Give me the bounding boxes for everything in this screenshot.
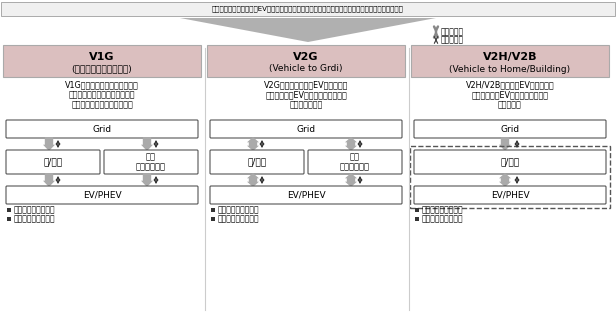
Text: V1Gはグリッドの安定性および: V1Gはグリッドの安定性および xyxy=(65,80,139,90)
Polygon shape xyxy=(141,137,153,151)
Text: 家/ビル: 家/ビル xyxy=(500,158,519,166)
FancyBboxPatch shape xyxy=(3,45,201,77)
Text: (Vehicle to Home/Building): (Vehicle to Home/Building) xyxy=(450,64,570,74)
Text: 充電
ステーション: 充電 ステーション xyxy=(136,152,166,172)
Polygon shape xyxy=(345,173,357,187)
Bar xyxy=(7,217,11,221)
Bar xyxy=(211,217,215,221)
Text: EV/PHEV: EV/PHEV xyxy=(286,191,325,199)
Text: 電気の流れ: 電気の流れ xyxy=(441,27,464,37)
Bar xyxy=(415,217,419,221)
Polygon shape xyxy=(345,137,357,151)
Text: 家/ビル: 家/ビル xyxy=(248,158,267,166)
Polygon shape xyxy=(499,137,511,151)
Polygon shape xyxy=(499,173,511,187)
Text: V2G: V2G xyxy=(293,52,318,62)
Text: 電気の流れ：双方向: 電気の流れ：双方向 xyxy=(422,205,464,215)
FancyBboxPatch shape xyxy=(6,186,198,204)
Text: だけでなく、EVからグリッドに放電: だけでなく、EVからグリッドに放電 xyxy=(265,91,347,99)
Text: の時間、価格、場所を最適化: の時間、価格、場所を最適化 xyxy=(71,100,133,110)
FancyBboxPatch shape xyxy=(1,2,615,16)
FancyBboxPatch shape xyxy=(414,186,606,204)
FancyBboxPatch shape xyxy=(414,150,606,174)
Text: 充電
ステーション: 充電 ステーション xyxy=(340,152,370,172)
FancyBboxPatch shape xyxy=(414,120,606,138)
FancyBboxPatch shape xyxy=(308,150,402,174)
Text: Grid: Grid xyxy=(296,125,315,133)
FancyBboxPatch shape xyxy=(210,120,402,138)
Text: の構築に注力。特には、EVをスマートグリッドの「社会的価値」を高めるために活用する策も検討: の構築に注力。特には、EVをスマートグリッドの「社会的価値」を高めるために活用す… xyxy=(212,6,404,12)
Polygon shape xyxy=(141,173,153,187)
Text: V2H/V2Bは家からEVに充電する: V2H/V2Bは家からEVに充電する xyxy=(466,80,554,90)
Bar xyxy=(415,208,419,212)
Text: EV/PHEV: EV/PHEV xyxy=(83,191,121,199)
Text: V2H/V2B: V2H/V2B xyxy=(483,52,537,62)
Text: (Vehicle to Grdi): (Vehicle to Grdi) xyxy=(269,64,342,74)
Text: V2GはグリッドからEVに充電する: V2GはグリッドからEVに充電する xyxy=(264,80,348,90)
Text: 電気の流れ：双方向: 電気の流れ：双方向 xyxy=(218,205,259,215)
Text: 情報の流れ：双方向: 情報の流れ：双方向 xyxy=(218,215,259,223)
Text: V1G: V1G xyxy=(89,52,115,62)
FancyBboxPatch shape xyxy=(104,150,198,174)
Polygon shape xyxy=(247,137,259,151)
Text: 情報の流れ: 情報の流れ xyxy=(441,36,464,44)
Text: Grid: Grid xyxy=(92,125,111,133)
Text: 情報の流れ：双方向: 情報の流れ：双方向 xyxy=(422,215,464,223)
Text: ことを実現: ことを実現 xyxy=(498,100,522,110)
Text: だけでなく、EVから家に放電する: だけでなく、EVから家に放電する xyxy=(471,91,548,99)
Text: EV/PHEV: EV/PHEV xyxy=(491,191,529,199)
Text: (スマートチャージング): (スマートチャージング) xyxy=(71,64,132,74)
FancyBboxPatch shape xyxy=(6,150,100,174)
Bar xyxy=(211,208,215,212)
Polygon shape xyxy=(43,137,55,151)
FancyBboxPatch shape xyxy=(207,45,405,77)
Text: ユーザーの便益のために、充電: ユーザーの便益のために、充電 xyxy=(69,91,136,99)
Polygon shape xyxy=(247,173,259,187)
Polygon shape xyxy=(43,173,55,187)
Text: 電気の流れ：一方的: 電気の流れ：一方的 xyxy=(14,205,55,215)
FancyBboxPatch shape xyxy=(210,186,402,204)
Text: Grid: Grid xyxy=(500,125,519,133)
Text: 家/ビル: 家/ビル xyxy=(44,158,63,166)
Polygon shape xyxy=(180,18,436,42)
Bar xyxy=(7,208,11,212)
FancyBboxPatch shape xyxy=(411,45,609,77)
FancyBboxPatch shape xyxy=(210,150,304,174)
Text: 情報の流れ：双方向: 情報の流れ：双方向 xyxy=(14,215,55,223)
Text: することを実現: することを実現 xyxy=(290,100,323,110)
FancyBboxPatch shape xyxy=(6,120,198,138)
